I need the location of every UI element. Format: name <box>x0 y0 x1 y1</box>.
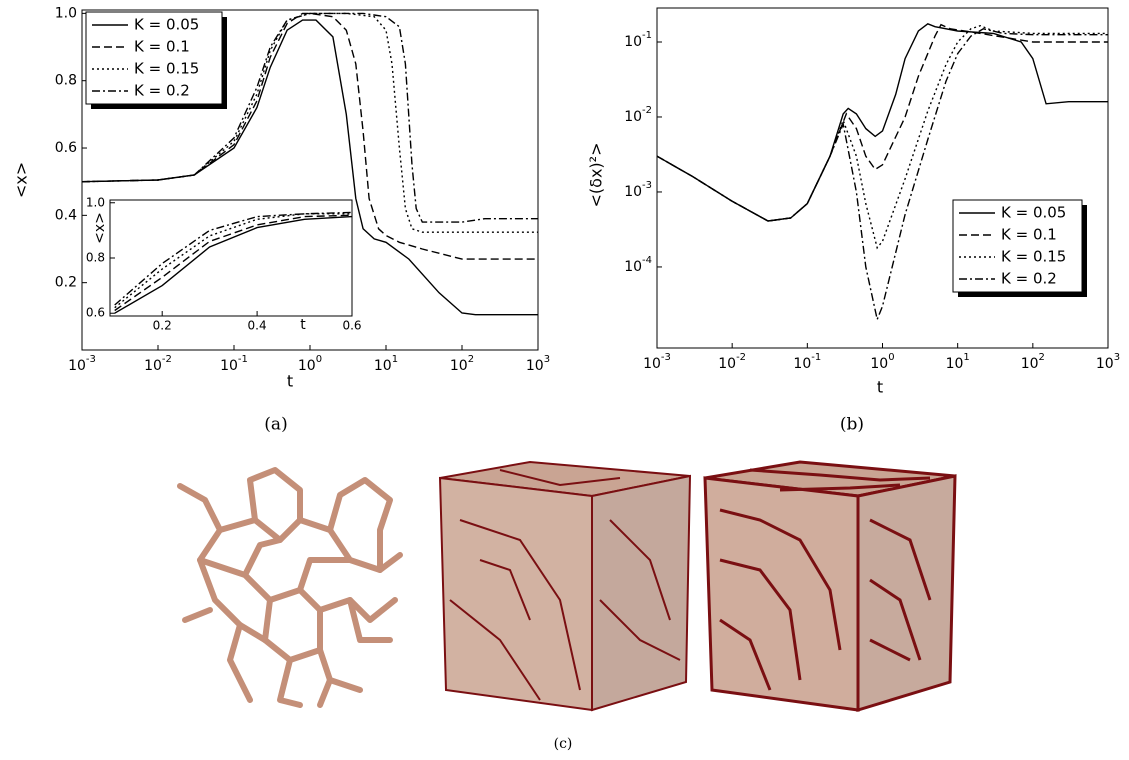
tick-label: 10-4 <box>624 255 652 275</box>
cube-image <box>440 462 690 710</box>
legend-label: K = 0.2 <box>134 82 190 100</box>
tick-label: 103 <box>1096 352 1120 372</box>
figure: (a) (b) (c) <box>0 0 1129 760</box>
caption: (c) <box>554 736 573 752</box>
caption: (b) <box>840 415 864 435</box>
legend-label: K = 0.1 <box>134 38 190 56</box>
x-axis-label: t <box>287 372 293 391</box>
tick-label: 10-3 <box>624 180 652 200</box>
tick-label: 10-2 <box>144 354 172 374</box>
tick-label: 10-3 <box>68 354 96 374</box>
x-axis-label: t <box>300 317 306 333</box>
legend-label: K = 0.05 <box>134 16 199 34</box>
tick-label: 103 <box>526 354 550 374</box>
tick-label: 0.4 <box>55 207 77 223</box>
tick-label: 10-3 <box>643 352 671 372</box>
tick-label: 0.4 <box>248 319 267 333</box>
legend-label: K = 0.15 <box>134 60 199 78</box>
tick-label: 10-1 <box>624 30 652 50</box>
network-image <box>180 470 400 705</box>
tick-label: 10-1 <box>793 352 821 372</box>
y-axis-label: <x> <box>12 162 31 198</box>
legend-label: K = 0.1 <box>1001 226 1057 244</box>
legend-label: K = 0.15 <box>1001 248 1066 266</box>
tick-label: 101 <box>374 354 398 374</box>
y-axis-label: <x> <box>92 212 108 244</box>
page: {"chart_data": [ {"type": "line", "ylabe… <box>0 0 1129 760</box>
tick-label: 0.6 <box>342 319 361 333</box>
tick-label: 101 <box>946 352 970 372</box>
cube-image <box>705 462 955 710</box>
tick-label: 0.2 <box>153 319 172 333</box>
tick-label: 0.2 <box>55 275 77 291</box>
tick-label: 100 <box>870 352 894 372</box>
tick-label: 1.0 <box>86 195 105 209</box>
tick-label: 0.6 <box>86 306 105 320</box>
plot-area <box>110 200 352 316</box>
tick-label: 10-2 <box>624 105 652 125</box>
tick-label: 102 <box>1021 352 1045 372</box>
tick-label: 100 <box>298 354 322 374</box>
legend-label: K = 0.05 <box>1001 204 1066 222</box>
legend-label: K = 0.2 <box>1001 270 1057 288</box>
tick-label: 102 <box>450 354 474 374</box>
y-axis-label: <(δx)²> <box>587 143 606 208</box>
caption: (a) <box>264 415 287 435</box>
tick-label: 0.8 <box>55 73 77 89</box>
tick-label: 0.8 <box>86 251 105 265</box>
tick-label: 1.0 <box>55 5 77 21</box>
x-axis-label: t <box>877 378 883 397</box>
tick-label: 10-2 <box>718 352 746 372</box>
tick-label: 10-1 <box>220 354 248 374</box>
tick-label: 0.6 <box>55 140 77 156</box>
